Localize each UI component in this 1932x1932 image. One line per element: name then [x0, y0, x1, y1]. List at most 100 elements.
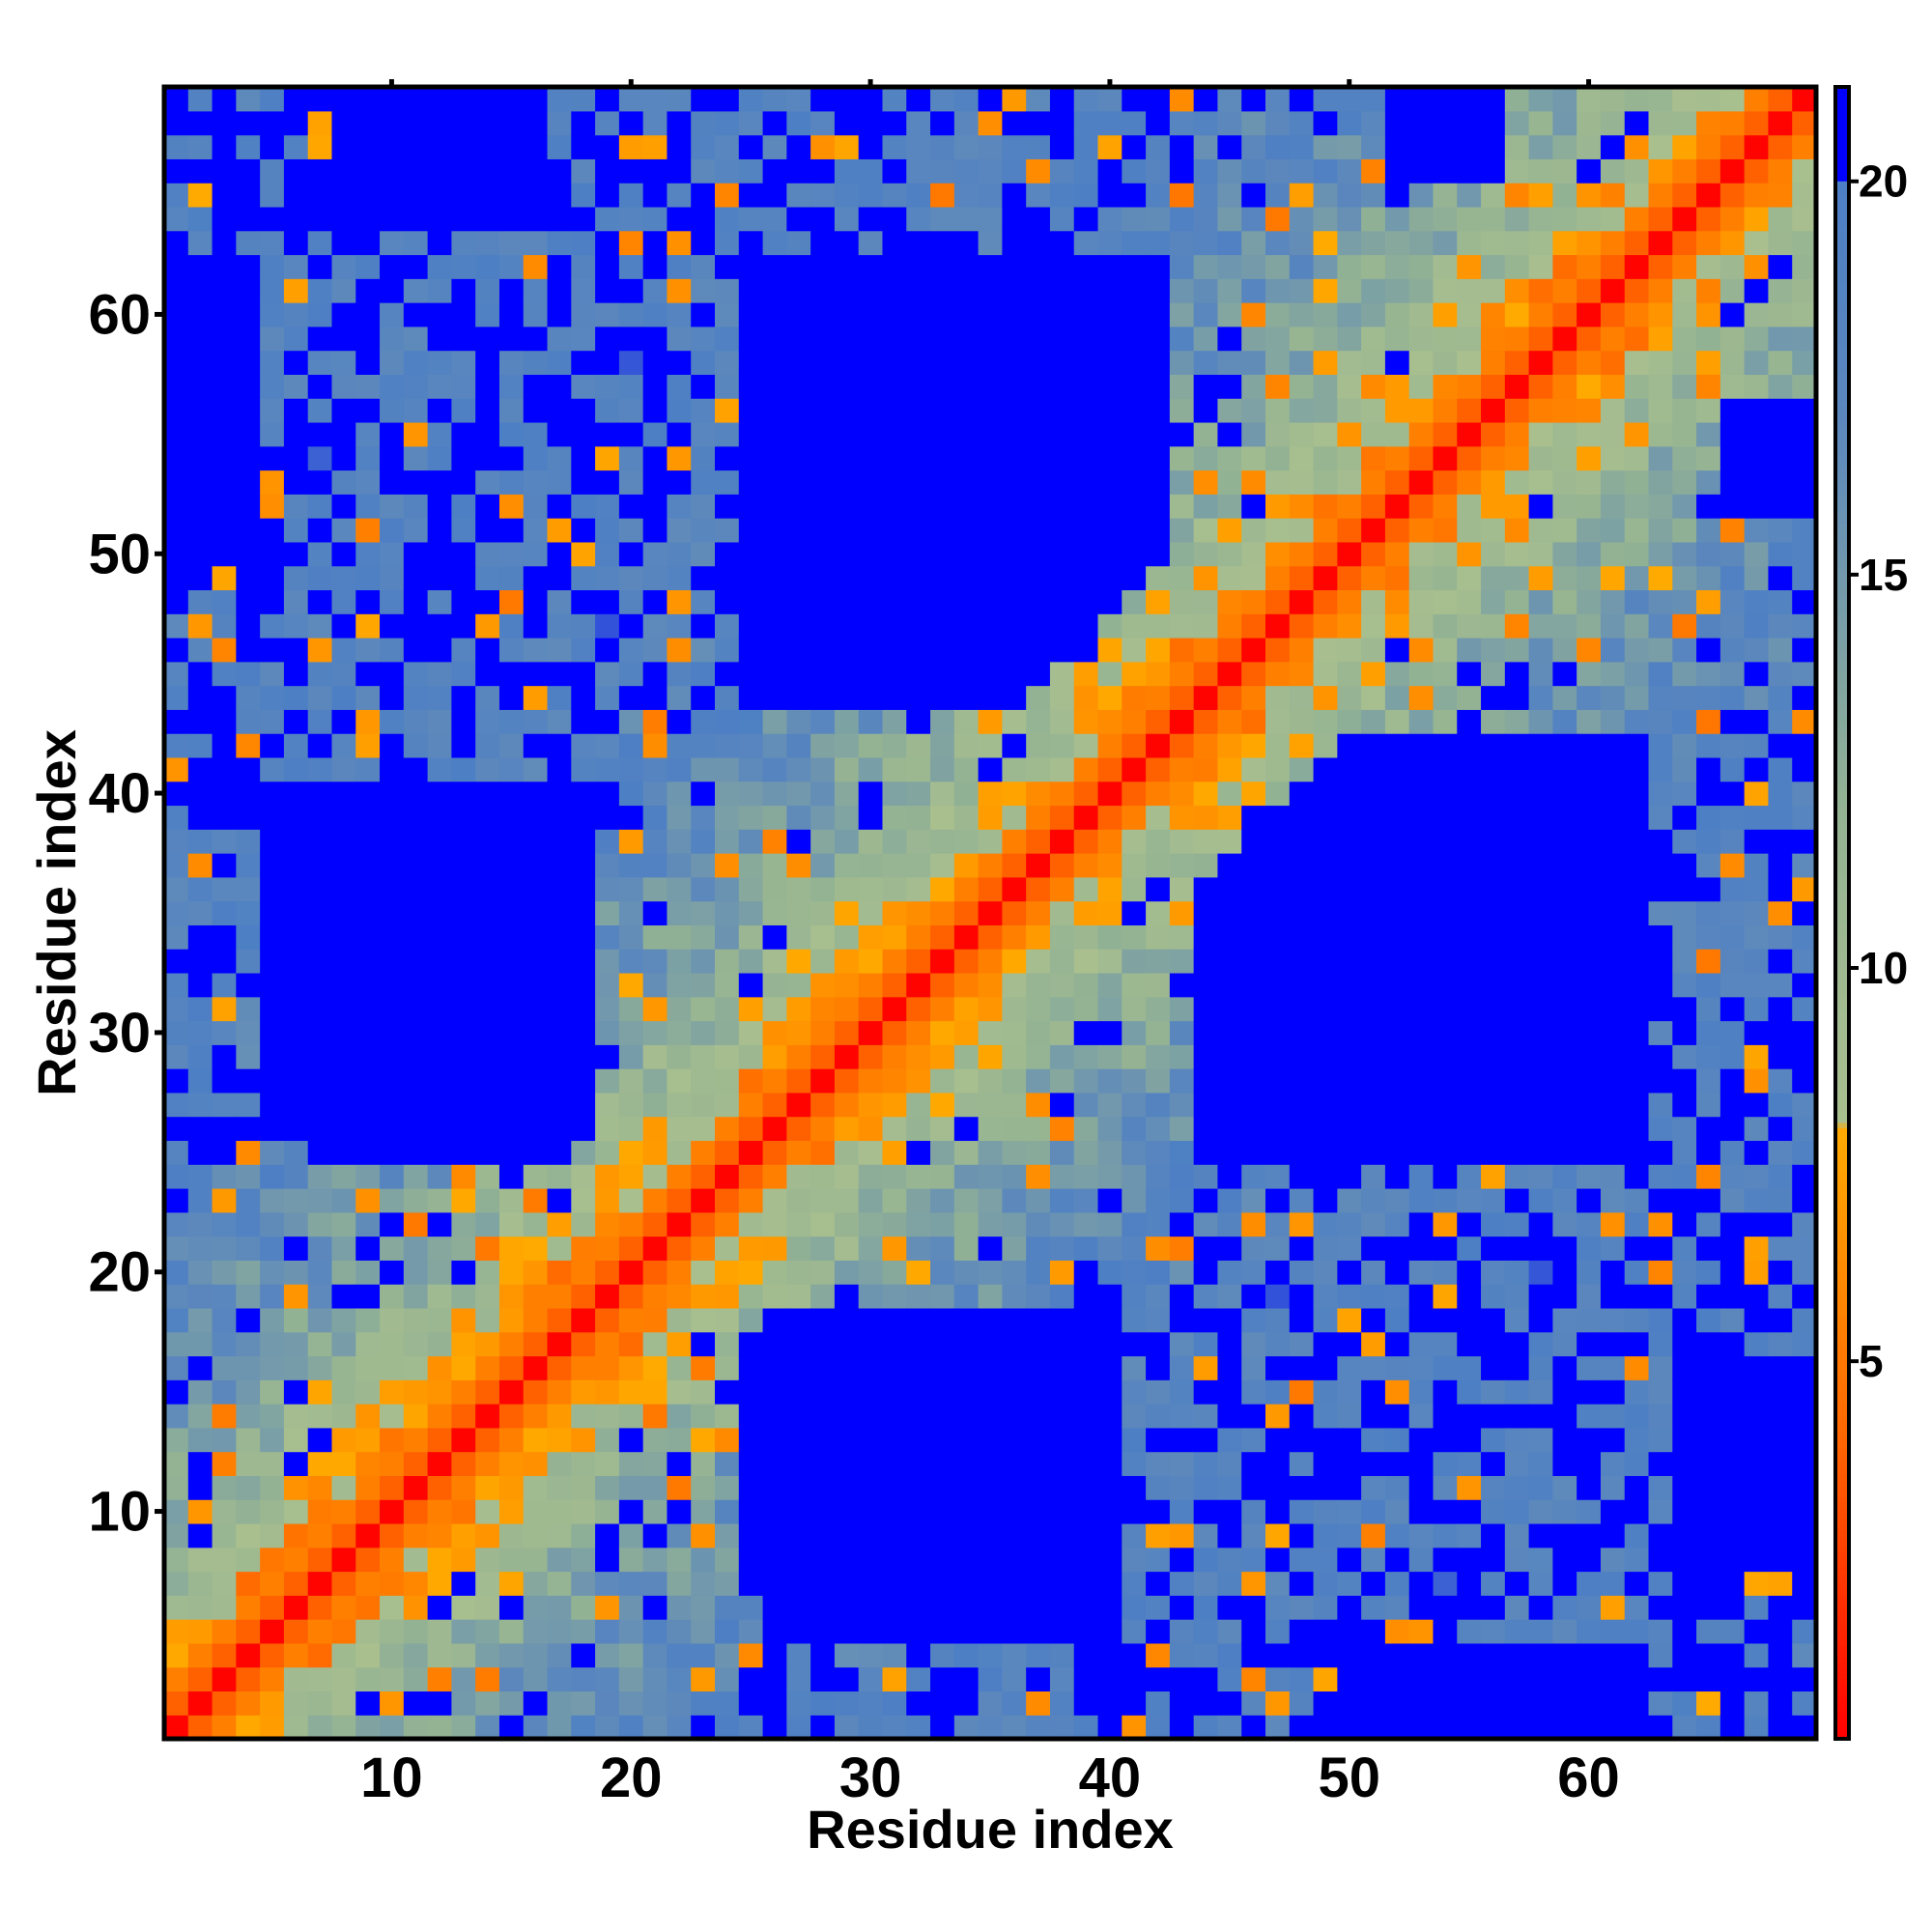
- heatmap-cell: [667, 278, 692, 303]
- heatmap-cell: [1552, 494, 1577, 519]
- heatmap-cell: [1337, 254, 1362, 279]
- heatmap-cell: [1002, 206, 1027, 232]
- heatmap-cell: [498, 709, 525, 734]
- heatmap-cell: [882, 1164, 907, 1189]
- heatmap-cell: [1504, 134, 1530, 159]
- heatmap-cell: [1073, 1092, 1099, 1118]
- heatmap-cell: [523, 110, 549, 136]
- heatmap-cell: [930, 1284, 955, 1309]
- heatmap-cell: [978, 996, 1003, 1022]
- heatmap-cell: [618, 421, 644, 447]
- heatmap-cell: [1002, 1715, 1027, 1740]
- heatmap-cell: [882, 183, 907, 208]
- heatmap-cell: [164, 1140, 189, 1165]
- heatmap-cell: [212, 1427, 237, 1453]
- heatmap-cell: [355, 1307, 381, 1333]
- heatmap-cell: [978, 1451, 1003, 1476]
- heatmap-cell: [1313, 1427, 1338, 1453]
- heatmap-cell: [547, 733, 572, 758]
- heatmap-cell: [475, 1642, 500, 1668]
- heatmap-cell: [738, 134, 764, 159]
- colorbar-segment: [1835, 1226, 1849, 1234]
- heatmap-cell: [762, 638, 787, 663]
- heatmap-cell: [1696, 1260, 1721, 1285]
- colorbar-segment: [1835, 1221, 1849, 1228]
- heatmap-cell: [1600, 1164, 1626, 1189]
- heatmap-cell: [260, 972, 285, 998]
- heatmap-cell: [810, 1451, 836, 1476]
- heatmap-cell: [1122, 350, 1147, 375]
- heatmap-cell: [547, 756, 572, 782]
- heatmap-cell: [1073, 254, 1099, 279]
- heatmap-cell: [427, 469, 452, 495]
- heatmap-cell: [1600, 924, 1626, 950]
- heatmap-cell: [834, 1284, 860, 1309]
- heatmap-cell: [618, 1404, 644, 1429]
- heatmap-cell: [523, 445, 549, 471]
- heatmap-cell: [1289, 1116, 1315, 1142]
- heatmap-cell: [1600, 87, 1626, 112]
- heatmap-cell: [1097, 996, 1122, 1022]
- heatmap-cell: [738, 1260, 764, 1285]
- heatmap-cell: [1457, 421, 1482, 447]
- heatmap-cell: [283, 781, 309, 807]
- colorbar-segment: [1835, 620, 1849, 628]
- colorbar-segment: [1835, 1733, 1849, 1740]
- heatmap-cell: [1672, 996, 1697, 1022]
- heatmap-cell: [834, 1379, 860, 1405]
- heatmap-cell: [1289, 685, 1315, 710]
- heatmap-cell: [1457, 805, 1482, 830]
- heatmap-cell: [1097, 87, 1122, 112]
- heatmap-cell: [882, 87, 907, 112]
- heatmap-cell: [547, 87, 572, 112]
- heatmap-cell: [642, 805, 668, 830]
- heatmap-cell: [762, 398, 787, 423]
- heatmap-cell: [618, 1092, 644, 1118]
- heatmap-cell: [164, 1499, 189, 1524]
- heatmap-cell: [260, 398, 285, 423]
- heatmap-cell: [1552, 1331, 1577, 1357]
- heatmap-cell: [1049, 1068, 1075, 1094]
- heatmap-cell: [1719, 1164, 1746, 1189]
- heatmap-cell: [834, 445, 860, 471]
- heatmap-cell: [1528, 206, 1553, 232]
- heatmap-cell: [307, 1188, 333, 1213]
- heatmap-cell: [1552, 1044, 1577, 1069]
- heatmap-cell: [618, 1427, 644, 1453]
- heatmap-cell: [403, 469, 429, 495]
- heatmap-cell: [475, 1571, 500, 1596]
- heatmap-cell: [1768, 1260, 1793, 1285]
- heatmap-cell: [1146, 445, 1171, 471]
- heatmap-cell: [403, 972, 429, 998]
- heatmap-cell: [1313, 924, 1338, 950]
- colorbar-segment: [1835, 1199, 1849, 1206]
- heatmap-cell: [953, 972, 980, 998]
- heatmap-cell: [1696, 972, 1721, 998]
- heatmap-cell: [212, 183, 237, 208]
- heatmap-cell: [715, 949, 740, 974]
- heatmap-cell: [1313, 1522, 1338, 1548]
- heatmap-cell: [978, 1522, 1003, 1548]
- heatmap-cell: [1384, 1404, 1410, 1429]
- heatmap-cell: [1672, 110, 1697, 136]
- heatmap-cell: [1552, 1475, 1577, 1500]
- heatmap-cell: [331, 756, 356, 782]
- heatmap-cell: [1624, 254, 1650, 279]
- heatmap-cell: [810, 1715, 836, 1740]
- heatmap-cell: [1696, 1571, 1721, 1596]
- heatmap-cell: [212, 829, 237, 854]
- heatmap-cell: [1289, 613, 1315, 639]
- heatmap-cell: [906, 158, 931, 184]
- heatmap-cell: [810, 1427, 836, 1453]
- heatmap-cell: [1002, 1044, 1027, 1069]
- heatmap-cell: [571, 709, 596, 734]
- heatmap-cell: [187, 158, 213, 184]
- heatmap-cell: [1719, 110, 1746, 136]
- heatmap-cell: [1337, 1690, 1362, 1716]
- heatmap-cell: [1528, 494, 1553, 519]
- heatmap-cell: [1577, 685, 1602, 710]
- heatmap-cell: [164, 1379, 189, 1405]
- heatmap-cell: [738, 781, 764, 807]
- heatmap-cell: [571, 972, 596, 998]
- heatmap-cell: [738, 613, 764, 639]
